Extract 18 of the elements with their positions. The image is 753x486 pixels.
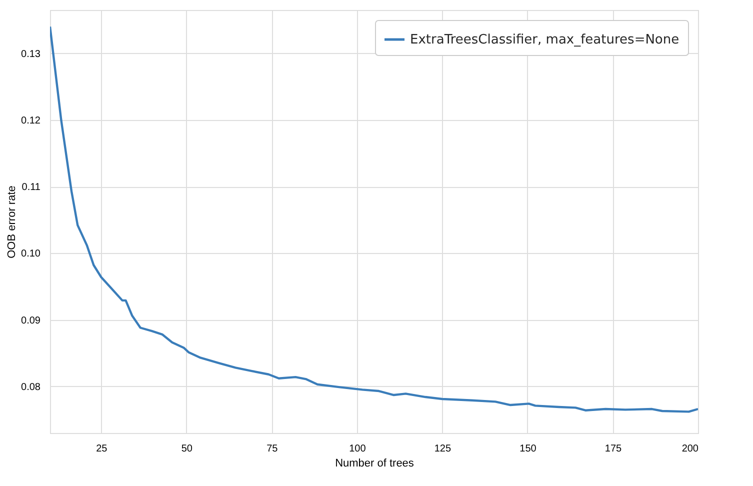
- y-tick-label: 0.08: [21, 382, 41, 393]
- x-tick-label: 25: [96, 444, 108, 454]
- x-tick-label: 200: [682, 444, 699, 454]
- y-tick-label: 0.13: [21, 48, 41, 60]
- legend-label: ExtraTreesClassifier, max_features=None: [410, 32, 680, 48]
- x-tick-label: 50: [181, 444, 193, 454]
- y-tick-label: 0.11: [22, 182, 41, 194]
- y-axis-title: OOB error rate: [6, 186, 18, 258]
- y-tick-label: 0.12: [21, 115, 41, 126]
- x-tick-label: 175: [604, 444, 622, 454]
- y-tick-label: 0.09: [21, 315, 41, 326]
- x-tick-label: 150: [520, 444, 537, 454]
- x-axis-title: Number of trees: [335, 458, 414, 470]
- x-tick-label: 125: [434, 444, 452, 454]
- y-tick-label: 0.10: [21, 248, 41, 260]
- x-tick-label: 75: [266, 444, 278, 454]
- x-tick-label: 100: [349, 444, 366, 454]
- line-series: [50, 26, 698, 413]
